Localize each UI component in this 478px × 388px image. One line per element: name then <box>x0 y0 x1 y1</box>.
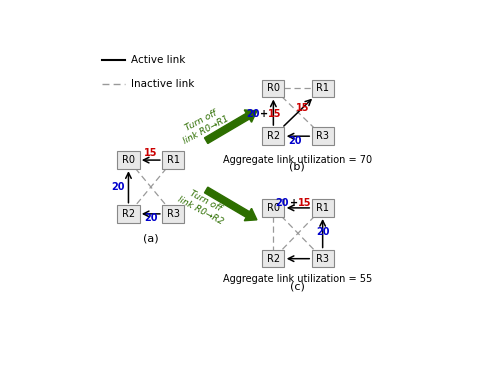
FancyArrow shape <box>205 110 257 144</box>
Text: 15: 15 <box>296 103 309 113</box>
Text: R2: R2 <box>122 209 135 219</box>
Text: 20: 20 <box>316 227 330 237</box>
FancyBboxPatch shape <box>312 199 334 217</box>
Text: 20: 20 <box>276 197 289 208</box>
FancyBboxPatch shape <box>118 205 140 223</box>
Text: 20: 20 <box>144 213 158 223</box>
Text: R0: R0 <box>267 203 280 213</box>
Text: +: + <box>290 197 298 208</box>
Text: R0: R0 <box>267 83 280 94</box>
FancyBboxPatch shape <box>162 205 185 223</box>
FancyBboxPatch shape <box>312 80 334 97</box>
Text: 20: 20 <box>246 109 260 119</box>
FancyBboxPatch shape <box>262 250 284 267</box>
FancyArrow shape <box>205 187 257 221</box>
Text: R1: R1 <box>167 155 180 165</box>
Text: +: + <box>260 109 268 119</box>
Text: Turn off
link R0→R1: Turn off link R0→R1 <box>176 105 230 146</box>
Text: (b): (b) <box>289 161 305 171</box>
Text: (a): (a) <box>143 233 159 243</box>
Text: R3: R3 <box>167 209 180 219</box>
Text: Aggregate link utilization = 55: Aggregate link utilization = 55 <box>223 274 372 284</box>
FancyBboxPatch shape <box>118 151 140 169</box>
Text: R1: R1 <box>316 83 329 94</box>
Text: R0: R0 <box>122 155 135 165</box>
Text: 20: 20 <box>288 136 302 146</box>
Text: 15: 15 <box>144 147 158 158</box>
Text: R2: R2 <box>267 131 280 141</box>
Text: Inactive link: Inactive link <box>131 79 195 89</box>
Text: Active link: Active link <box>131 55 186 65</box>
Text: R2: R2 <box>267 254 280 264</box>
Text: (c): (c) <box>290 281 304 291</box>
Text: 15: 15 <box>268 109 282 119</box>
Text: R1: R1 <box>316 203 329 213</box>
Text: R3: R3 <box>316 131 329 141</box>
Text: Turn off
link R0→R2: Turn off link R0→R2 <box>176 185 230 226</box>
Text: 20: 20 <box>111 182 125 192</box>
FancyBboxPatch shape <box>162 151 185 169</box>
Text: R3: R3 <box>316 254 329 264</box>
FancyBboxPatch shape <box>312 127 334 145</box>
FancyBboxPatch shape <box>262 127 284 145</box>
FancyBboxPatch shape <box>262 199 284 217</box>
Text: Aggregate link utilization = 70: Aggregate link utilization = 70 <box>223 155 372 165</box>
Text: 15: 15 <box>298 197 311 208</box>
FancyBboxPatch shape <box>312 250 334 267</box>
FancyBboxPatch shape <box>262 80 284 97</box>
